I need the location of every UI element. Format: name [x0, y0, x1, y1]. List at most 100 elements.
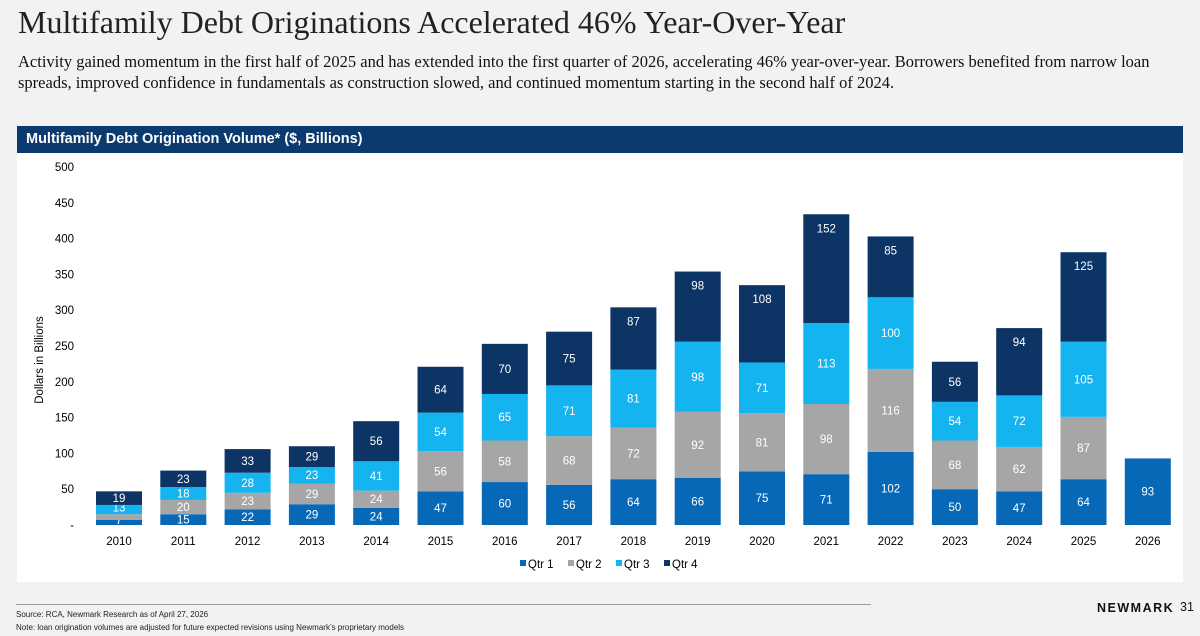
x-tick-label: 2015: [428, 536, 454, 548]
data-label: 15: [177, 515, 190, 527]
data-label: 62: [1013, 464, 1026, 476]
data-label: 64: [1077, 497, 1090, 509]
data-label: 24: [370, 511, 383, 523]
bar-segment: [610, 479, 657, 525]
data-label: 18: [177, 488, 190, 500]
y-tick-label: 300: [55, 305, 74, 317]
x-tick-label: 2016: [492, 536, 518, 548]
data-label: 87: [627, 316, 640, 328]
x-tick-label: 2013: [299, 536, 325, 548]
bar-segment: [96, 504, 142, 515]
legend-swatch: [520, 560, 526, 566]
data-label: 93: [1141, 487, 1154, 499]
bar-segment: [224, 509, 271, 525]
y-tick-label: -: [70, 520, 74, 532]
data-label: 24: [370, 494, 383, 506]
data-label: 71: [820, 495, 833, 507]
data-label: 64: [434, 385, 447, 397]
source-note: Source: RCA, Newmark Research as of Apri…: [16, 610, 209, 619]
x-tick-label: 2020: [749, 536, 775, 548]
data-label: 13: [113, 503, 126, 515]
bar-segment: [417, 366, 464, 413]
bar-segment: [353, 461, 400, 491]
data-label: 20: [177, 502, 190, 514]
data-label: 85: [884, 245, 897, 257]
x-tick-label: 2017: [556, 536, 582, 548]
data-label: 23: [306, 470, 319, 482]
data-label: 105: [1074, 374, 1093, 386]
data-label: 54: [949, 416, 962, 428]
bar-segment: [481, 482, 528, 525]
y-tick-label: 50: [61, 484, 74, 496]
brand-logo: NEWMARK: [1097, 601, 1175, 615]
bar-segment: [1060, 479, 1107, 525]
bar-segment: [288, 483, 335, 505]
bar-segment: [288, 504, 335, 525]
bar-segment: [803, 403, 850, 475]
data-label: 23: [241, 496, 254, 508]
data-label: 92: [691, 440, 704, 452]
x-tick-label: 2011: [171, 536, 196, 548]
data-label: 56: [370, 436, 383, 448]
bar-segment: [739, 362, 785, 414]
y-tick-label: 500: [55, 162, 74, 174]
data-label: 7: [116, 515, 122, 527]
y-axis-title: Dollars in Billions: [34, 316, 46, 404]
x-tick-label: 2012: [235, 536, 261, 548]
data-label: 72: [1013, 416, 1026, 428]
x-tick-label: 2019: [685, 536, 711, 548]
data-label: 152: [817, 223, 836, 235]
legend-label: Qtr 1: [528, 559, 554, 571]
bar-segment: [288, 467, 335, 484]
bar-segment: [417, 451, 464, 492]
bar-segment: [867, 368, 914, 452]
stacked-bar-chart: - 50 100 150 200 250 300 350 400 450 500 Dollars in…: [34, 162, 1171, 571]
data-label: 75: [756, 493, 769, 505]
data-label: 75: [563, 354, 576, 366]
bar-segment: [739, 471, 785, 525]
data-label: 94: [1013, 337, 1026, 349]
bar-segment: [931, 440, 978, 490]
bar-segment: [546, 331, 593, 386]
bar-segment: [996, 395, 1043, 447]
bar-segment: [931, 489, 978, 525]
data-label: 72: [627, 448, 640, 460]
y-tick-label: 100: [55, 448, 74, 460]
data-label: 125: [1074, 261, 1093, 273]
data-label: 60: [498, 499, 511, 511]
data-label: 108: [752, 294, 771, 306]
bar-segment: [996, 446, 1043, 492]
bar-segment: [481, 393, 528, 441]
bar-segment: [160, 514, 207, 525]
bar-segment: [610, 427, 657, 480]
data-label: 56: [563, 500, 576, 512]
bar-segment: [674, 411, 721, 478]
bar-segment: [931, 401, 978, 441]
bar-segment: [1060, 416, 1107, 480]
x-tick-label: 2010: [106, 536, 132, 548]
data-label: 70: [498, 364, 511, 376]
data-label: 29: [306, 489, 319, 501]
bar-segment: [1124, 458, 1171, 525]
data-label: 102: [881, 483, 900, 495]
bar-segment: [867, 236, 914, 298]
data-label: 41: [370, 471, 383, 483]
bar-segment: [481, 343, 528, 394]
y-tick-label: 450: [55, 198, 74, 210]
bar-segment: [353, 490, 400, 508]
bar-segment: [481, 440, 528, 483]
legend-label: Qtr 3: [624, 559, 650, 571]
bar-segment: [288, 446, 335, 468]
bar-segment: [417, 412, 464, 452]
bar-segment: [546, 385, 593, 437]
y-tick-label: 350: [55, 269, 74, 281]
chart-panel: Multifamily Debt Origination Volume* ($,…: [17, 126, 1183, 582]
data-label: 28: [241, 478, 254, 490]
legend-swatch: [664, 560, 670, 566]
data-label: 19: [113, 493, 126, 505]
bar-segment: [160, 487, 207, 500]
methodology-note: Note: loan origination volumes are adjus…: [16, 623, 405, 632]
data-label: 71: [756, 383, 769, 395]
x-tick-label: 2024: [1006, 536, 1032, 548]
data-label: 113: [817, 359, 835, 371]
